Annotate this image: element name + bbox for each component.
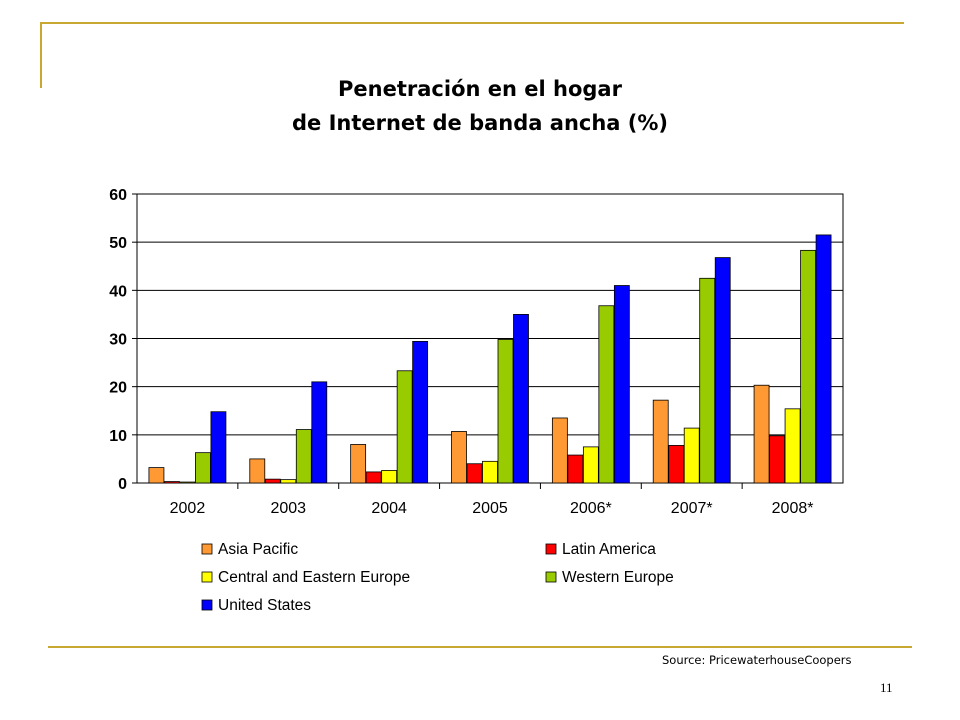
- legend-label: Asia Pacific: [218, 541, 298, 558]
- y-tick-label: 50: [109, 235, 127, 252]
- legend-label: Latin America: [562, 541, 656, 558]
- bar: [264, 478, 281, 484]
- x-tick-label: 2006*: [570, 500, 612, 517]
- x-tick-label: 2005: [472, 500, 508, 517]
- bar: [210, 411, 227, 484]
- bar: [412, 340, 429, 484]
- bar: [567, 454, 584, 484]
- bar: [195, 452, 211, 484]
- x-tick-label: 2003: [270, 500, 306, 517]
- y-tick-label: 60: [109, 187, 127, 204]
- bar: [179, 481, 196, 484]
- bar: [598, 305, 615, 484]
- x-tick-label: 2007*: [671, 500, 713, 517]
- bar: [753, 384, 770, 484]
- x-tick-label: 2002: [170, 500, 206, 517]
- x-tick-label: 2008*: [772, 500, 814, 517]
- y-tick-label: 0: [118, 476, 127, 493]
- bar: [249, 458, 266, 484]
- bar: [451, 431, 467, 484]
- bar: [466, 463, 483, 484]
- slide-frame-left-line: [40, 22, 42, 88]
- bar: [148, 467, 165, 484]
- slide-frame-top-line: [40, 22, 904, 24]
- legend-swatch: [201, 543, 213, 555]
- legend-swatch: [201, 571, 213, 583]
- bar: [683, 427, 700, 484]
- bar: [699, 277, 716, 484]
- bar: [497, 339, 514, 484]
- bar: [815, 234, 832, 484]
- bar: [295, 429, 312, 484]
- bar: [613, 285, 630, 484]
- bar: [365, 471, 382, 484]
- legend-swatch: [545, 543, 557, 555]
- chart-title-line-2: de Internet de banda ancha (%): [291, 111, 669, 135]
- page-number: 11: [880, 680, 893, 695]
- bar: [350, 444, 367, 484]
- bar: [714, 257, 731, 484]
- bar: [668, 445, 685, 484]
- y-tick-label: 40: [109, 283, 127, 300]
- bar: [381, 470, 398, 484]
- y-tick-label: 30: [109, 332, 127, 349]
- bar: [164, 481, 180, 484]
- legend-label: Western Europe: [562, 569, 674, 586]
- bar: [311, 381, 328, 484]
- bar: [513, 314, 529, 484]
- bar: [396, 370, 413, 484]
- source-note: Source: PricewaterhouseCoopers: [662, 653, 852, 667]
- slide-frame-bottom-line: [48, 646, 912, 648]
- legend-label: Central and Eastern Europe: [218, 569, 410, 586]
- legend-label: United States: [218, 597, 311, 614]
- bar: [652, 399, 669, 484]
- bar: [280, 479, 297, 484]
- chart-title-line-1: Penetración en el hogar: [338, 77, 622, 101]
- bar: [582, 446, 599, 484]
- bar: [784, 408, 801, 484]
- legend-swatch: [545, 571, 557, 583]
- chart-title: Penetración en el hogar de Internet de b…: [0, 72, 960, 140]
- bar: [800, 249, 816, 484]
- x-tick-label: 2004: [371, 500, 407, 517]
- bar: [551, 417, 568, 484]
- y-tick-label: 20: [109, 380, 127, 397]
- legend-swatch: [201, 599, 213, 611]
- y-tick-label: 10: [109, 428, 127, 445]
- bar: [482, 460, 498, 484]
- bar: [769, 435, 785, 484]
